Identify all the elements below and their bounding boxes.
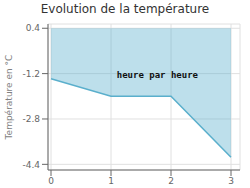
svg-text:-4.4: -4.4: [22, 160, 40, 170]
svg-text:heure par heure: heure par heure: [117, 70, 199, 80]
svg-text:1: 1: [108, 176, 114, 186]
svg-text:0: 0: [48, 176, 54, 186]
svg-text:3: 3: [228, 176, 234, 186]
svg-text:Température en °C: Température en °C: [8, 55, 14, 141]
svg-text:2: 2: [168, 176, 174, 186]
svg-text:-1.2: -1.2: [22, 69, 40, 79]
html-text:Evolution de la température: Evolution de la température: [40, 2, 210, 16]
svg-text:0.4: 0.4: [26, 23, 41, 33]
svg-text:-2.8: -2.8: [22, 114, 40, 124]
